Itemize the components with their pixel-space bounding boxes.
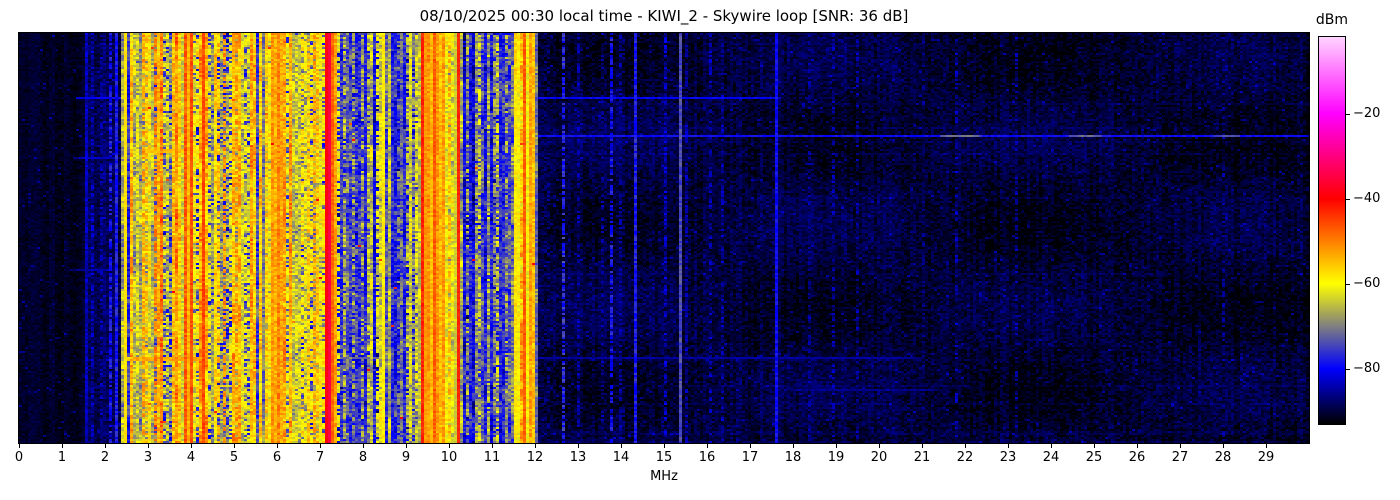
- x-tick-mark: [1008, 444, 1009, 448]
- colorbar-tick-label: −20: [1353, 105, 1381, 121]
- x-tick-mark: [1266, 444, 1267, 448]
- x-tick-mark: [965, 444, 966, 448]
- x-tick-label: 0: [14, 450, 24, 465]
- colorbar-tick-mark: [1346, 198, 1350, 200]
- colorbar-tick-label: −60: [1353, 275, 1381, 291]
- colorbar-label: dBm: [1315, 12, 1349, 28]
- x-tick-label: 4: [186, 450, 196, 465]
- x-tick-label: 7: [315, 450, 325, 465]
- spectrogram-heatmap: [18, 32, 1310, 444]
- x-tick-mark: [62, 444, 63, 448]
- x-tick-mark: [148, 444, 149, 448]
- x-tick-mark: [492, 444, 493, 448]
- x-tick-mark: [535, 444, 536, 448]
- x-tick-label: 5: [229, 450, 239, 465]
- x-tick-mark: [707, 444, 708, 448]
- x-axis-label: MHz: [650, 469, 678, 484]
- x-tick-mark: [793, 444, 794, 448]
- x-tick-label: 29: [1257, 450, 1275, 465]
- x-tick-label: 3: [143, 450, 153, 465]
- x-tick-mark: [1051, 444, 1052, 448]
- x-tick-label: 12: [526, 450, 544, 465]
- x-tick-mark: [750, 444, 751, 448]
- x-tick-mark: [234, 444, 235, 448]
- x-tick-label: 18: [784, 450, 802, 465]
- x-tick-label: 8: [358, 450, 368, 465]
- x-tick-label: 10: [440, 450, 458, 465]
- x-tick-label: 27: [1171, 450, 1189, 465]
- x-tick-mark: [406, 444, 407, 448]
- x-tick-mark: [191, 444, 192, 448]
- x-tick-mark: [578, 444, 579, 448]
- x-tick-label: 21: [913, 450, 931, 465]
- x-tick-label: 28: [1214, 450, 1232, 465]
- x-tick-mark: [19, 444, 20, 448]
- x-tick-mark: [320, 444, 321, 448]
- colorbar-tick-mark: [1346, 113, 1350, 115]
- colorbar-tick-label: −40: [1353, 190, 1381, 206]
- colorbar-tick-mark: [1346, 283, 1350, 285]
- x-tick-label: 15: [655, 450, 673, 465]
- x-tick-mark: [363, 444, 364, 448]
- x-tick-label: 9: [401, 450, 411, 465]
- colorbar-tick-label: −80: [1353, 360, 1381, 376]
- x-tick-label: 14: [612, 450, 630, 465]
- x-tick-label: 16: [698, 450, 716, 465]
- x-tick-label: 24: [1042, 450, 1060, 465]
- x-tick-label: 26: [1128, 450, 1146, 465]
- colorbar: [1318, 36, 1346, 425]
- x-tick-label: 17: [741, 450, 759, 465]
- x-tick-mark: [621, 444, 622, 448]
- x-tick-mark: [1180, 444, 1181, 448]
- x-tick-label: 19: [827, 450, 845, 465]
- x-tick-mark: [836, 444, 837, 448]
- x-tick-label: 22: [956, 450, 974, 465]
- x-tick-mark: [1094, 444, 1095, 448]
- colorbar-tick-mark: [1346, 368, 1350, 370]
- x-tick-label: 6: [272, 450, 282, 465]
- x-tick-label: 1: [57, 450, 67, 465]
- x-tick-mark: [105, 444, 106, 448]
- x-tick-label: 13: [569, 450, 587, 465]
- x-tick-mark: [1137, 444, 1138, 448]
- x-tick-mark: [449, 444, 450, 448]
- x-tick-mark: [277, 444, 278, 448]
- x-tick-label: 25: [1085, 450, 1103, 465]
- x-tick-mark: [922, 444, 923, 448]
- x-tick-label: 2: [100, 450, 110, 465]
- x-tick-label: 23: [999, 450, 1017, 465]
- x-tick-label: 20: [870, 450, 888, 465]
- x-tick-mark: [1223, 444, 1224, 448]
- x-tick-label: 11: [483, 450, 501, 465]
- x-tick-mark: [879, 444, 880, 448]
- x-tick-mark: [664, 444, 665, 448]
- figure-title: 08/10/2025 00:30 local time - KIWI_2 - S…: [419, 7, 909, 25]
